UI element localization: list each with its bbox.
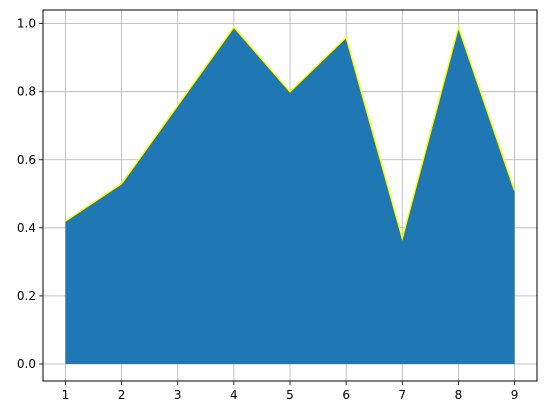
y-tick-label-5: 0.8 — [17, 85, 36, 99]
y-tick-label-1: 0.0 — [17, 357, 36, 371]
y-tick-label-3: 0.4 — [17, 221, 36, 235]
x-tick-label-3: 3 — [174, 388, 182, 402]
x-tick-label-4: 4 — [230, 388, 238, 402]
y-tick-label-6: 1.0 — [17, 17, 36, 31]
x-tick-label-5: 5 — [286, 388, 294, 402]
x-tick-label-7: 7 — [398, 388, 406, 402]
y-tick-label-2: 0.2 — [17, 289, 36, 303]
x-tick-label-6: 6 — [342, 388, 350, 402]
x-tick-label-9: 9 — [511, 388, 519, 402]
x-tick-label-1: 1 — [62, 388, 70, 402]
y-tick-label-4: 0.6 — [17, 153, 36, 167]
x-tick-label-2: 2 — [118, 388, 126, 402]
x-tick-label-8: 8 — [455, 388, 463, 402]
